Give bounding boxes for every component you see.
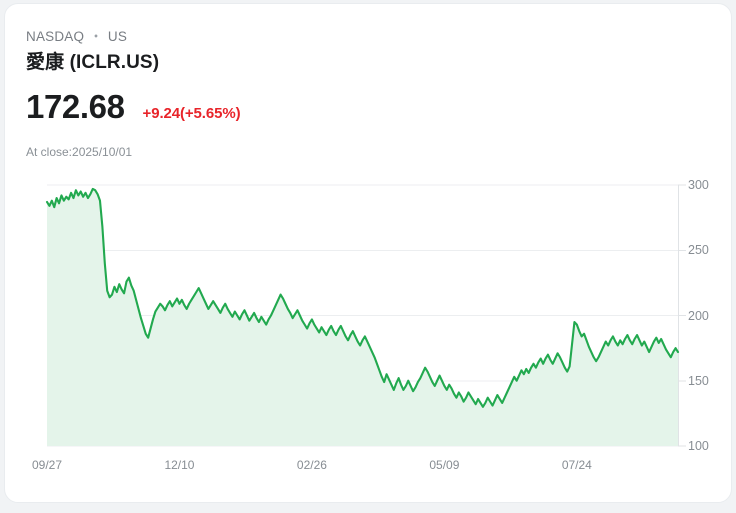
price-area-fill <box>47 188 678 447</box>
price-line <box>45 187 680 408</box>
exchange-name: NASDAQ <box>26 29 85 44</box>
separator-dot: ・ <box>89 29 103 44</box>
price-row: 172.68 +9.24(+5.65%) <box>26 88 241 126</box>
exchange-region: NASDAQ ・ US <box>26 25 127 45</box>
y-axis-label: 100 <box>688 439 709 453</box>
y-axis-label: 150 <box>688 373 709 388</box>
current-price: 172.68 <box>26 88 125 125</box>
x-axis-label: 07/24 <box>561 458 592 472</box>
x-axis-label: 12/10 <box>164 458 195 472</box>
x-axis-label: 05/09 <box>429 458 460 472</box>
y-axis-label: 200 <box>688 308 709 323</box>
stock-quote-card: NASDAQ ・ US 愛康 (ICLR.US) 172.68 +9.24(+5.6… <box>4 3 732 503</box>
page-title: 愛康 (ICLR.US) <box>26 52 160 73</box>
y-axis-label: 300 <box>688 178 709 192</box>
x-axis-label: 02/26 <box>296 458 327 472</box>
price-chart[interactable]: 300 250 200 150 100 09/27 12/10 02/26 05/09 07/2… <box>5 166 731 486</box>
x-axis-label: 09/27 <box>31 458 63 472</box>
price-change: +9.24(+5.65%) <box>142 105 241 122</box>
price-chart-svg <box>45 184 686 447</box>
region-name: US <box>107 29 128 44</box>
close-timestamp: At close:2025/10/01 <box>26 145 133 159</box>
y-axis-label: 250 <box>688 243 709 258</box>
